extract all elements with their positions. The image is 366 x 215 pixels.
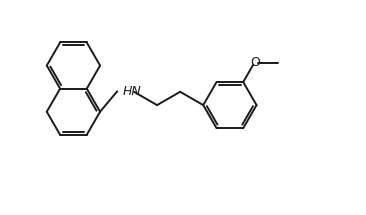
Text: HN: HN <box>123 85 141 98</box>
Text: O: O <box>250 56 260 69</box>
